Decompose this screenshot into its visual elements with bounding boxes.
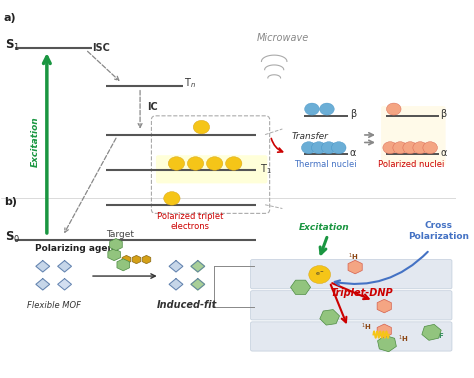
Circle shape <box>207 157 223 170</box>
Text: Thermal nuclei: Thermal nuclei <box>294 160 356 169</box>
FancyBboxPatch shape <box>251 322 452 351</box>
Polygon shape <box>58 260 72 272</box>
Text: Polarizing agent: Polarizing agent <box>35 244 118 253</box>
Text: a): a) <box>4 12 16 23</box>
Text: electrons: electrons <box>171 222 210 231</box>
Text: S$_0$: S$_0$ <box>5 230 20 245</box>
Text: Induced-fit: Induced-fit <box>157 300 217 310</box>
Text: α: α <box>350 147 356 158</box>
Polygon shape <box>191 279 205 290</box>
Text: β: β <box>350 109 356 119</box>
FancyBboxPatch shape <box>156 155 267 183</box>
Circle shape <box>423 142 438 154</box>
Text: Polarized nuclei: Polarized nuclei <box>378 160 445 169</box>
Text: $^1$H: $^1$H <box>348 251 358 263</box>
Text: IC: IC <box>147 102 158 112</box>
Text: $^{19}$F: $^{19}$F <box>432 330 445 342</box>
FancyBboxPatch shape <box>251 260 452 289</box>
Circle shape <box>309 266 330 284</box>
Circle shape <box>164 192 180 205</box>
Circle shape <box>413 142 428 154</box>
Text: Excitation: Excitation <box>299 223 349 232</box>
Polygon shape <box>36 260 50 272</box>
Circle shape <box>193 120 210 134</box>
Text: α: α <box>441 147 447 158</box>
Polygon shape <box>169 260 183 272</box>
Text: β: β <box>441 109 447 119</box>
Circle shape <box>321 142 336 154</box>
Polygon shape <box>169 279 183 290</box>
Circle shape <box>305 103 319 115</box>
Text: Polarized triplet: Polarized triplet <box>157 212 223 221</box>
FancyBboxPatch shape <box>251 291 452 320</box>
Text: S$_1$: S$_1$ <box>5 38 20 53</box>
Text: $^1$H: $^1$H <box>398 333 409 345</box>
Circle shape <box>383 142 397 154</box>
Circle shape <box>386 103 401 115</box>
FancyBboxPatch shape <box>381 106 446 165</box>
Circle shape <box>301 142 316 154</box>
Circle shape <box>311 142 326 154</box>
Polygon shape <box>36 279 50 290</box>
Text: T$_n$: T$_n$ <box>184 77 196 90</box>
Text: e$^-$: e$^-$ <box>315 271 325 279</box>
Text: $^1$H: $^1$H <box>362 322 372 333</box>
Text: b): b) <box>4 197 17 206</box>
Circle shape <box>331 142 346 154</box>
Text: Flexible MOF: Flexible MOF <box>27 301 81 310</box>
Text: Transfer: Transfer <box>292 132 328 141</box>
Circle shape <box>187 157 204 170</box>
Circle shape <box>403 142 418 154</box>
Circle shape <box>168 157 185 170</box>
Text: Microwave: Microwave <box>256 33 309 43</box>
Text: Triplet-DNP: Triplet-DNP <box>330 288 393 298</box>
Text: ISC: ISC <box>92 43 110 53</box>
Circle shape <box>226 157 242 170</box>
Text: Target: Target <box>107 230 135 239</box>
Circle shape <box>393 142 408 154</box>
Circle shape <box>319 103 334 115</box>
Polygon shape <box>191 260 205 272</box>
Text: Excitation: Excitation <box>31 117 40 167</box>
Polygon shape <box>58 279 72 290</box>
Text: T$_1$: T$_1$ <box>260 163 271 177</box>
Text: Cross
Polarization: Cross Polarization <box>408 221 469 240</box>
